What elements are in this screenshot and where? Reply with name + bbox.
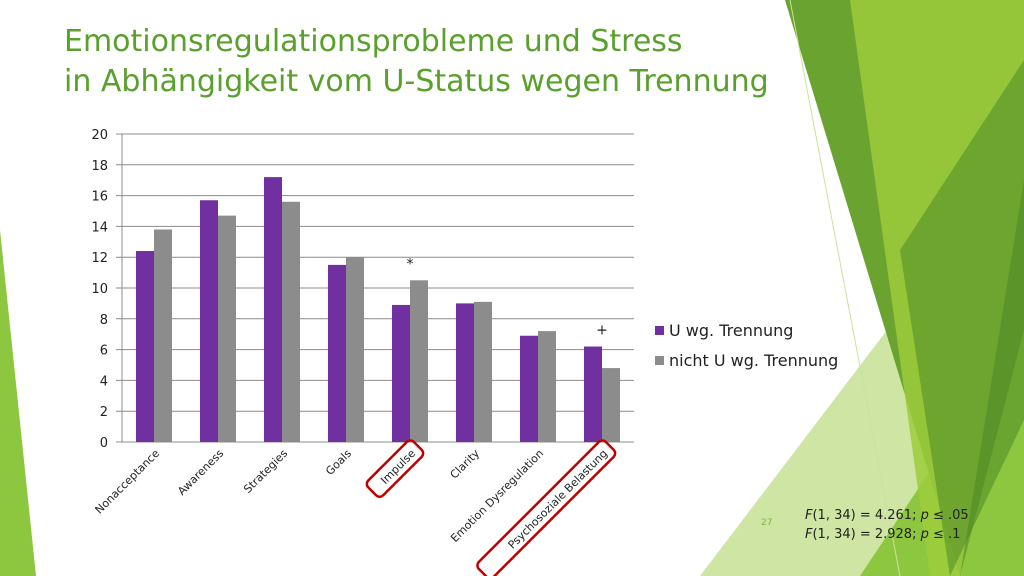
bars bbox=[136, 177, 620, 442]
legend-swatch bbox=[655, 326, 664, 335]
y-tick-label: 8 bbox=[100, 313, 108, 328]
gridlines bbox=[116, 133, 634, 443]
bar-u-7 bbox=[584, 346, 602, 442]
bar-nicht-u-3 bbox=[346, 257, 364, 442]
x-tick-label: Awareness bbox=[175, 447, 226, 498]
x-tick-group: Psychosoziale Belastung bbox=[476, 439, 617, 576]
bar-nicht-u-4 bbox=[410, 280, 428, 442]
title-line-2: in Abhängigkeit vom U-Status wegen Trenn… bbox=[64, 64, 769, 99]
stat-text: (1, 34) = 2.928; bbox=[812, 527, 921, 542]
y-tick-label: 4 bbox=[100, 374, 108, 389]
bar-u-4 bbox=[392, 304, 410, 442]
x-axis-labels: Nonacceptance Awareness Strategies Goals Imp… bbox=[93, 439, 617, 576]
x-tick-group: Impulse bbox=[365, 439, 425, 499]
stat-f-symbol: F bbox=[805, 508, 813, 523]
legend: U wg. Trennung nicht U wg. Trennung bbox=[655, 321, 838, 370]
x-tick-label: Strategies bbox=[241, 447, 290, 496]
right-thin-line bbox=[789, 0, 901, 576]
highlight-box bbox=[365, 439, 425, 499]
y-tick-label: 12 bbox=[91, 251, 108, 266]
annotations: *+ bbox=[407, 256, 608, 338]
legend-label: nicht U wg. Trennung bbox=[669, 351, 838, 370]
legend-swatch bbox=[655, 356, 664, 365]
x-tick-group: Strategies bbox=[241, 447, 290, 496]
bar-nicht-u-2 bbox=[282, 201, 300, 442]
significance-marker: * bbox=[407, 256, 414, 272]
bar-nicht-u-1 bbox=[218, 215, 236, 442]
y-tick-label: 18 bbox=[91, 159, 108, 174]
right-dark-green-facet bbox=[900, 60, 1024, 576]
left-green-triangle bbox=[0, 230, 36, 576]
x-tick-label: Nonacceptance bbox=[93, 447, 163, 517]
legend-label: U wg. Trennung bbox=[669, 321, 793, 340]
bar-nicht-u-7 bbox=[602, 368, 620, 442]
highlight-box bbox=[476, 439, 617, 576]
bar-u-1 bbox=[200, 200, 218, 442]
x-tick-group: Awareness bbox=[175, 447, 226, 498]
x-tick-group: Clarity bbox=[448, 447, 483, 482]
bar-u-6 bbox=[520, 335, 538, 442]
bar-u-2 bbox=[264, 177, 282, 442]
title-line-1: Emotionsregulationsprobleme und Stress bbox=[64, 24, 683, 59]
y-tick-label: 20 bbox=[91, 128, 108, 143]
bar-u-0 bbox=[136, 251, 154, 442]
bar-nicht-u-6 bbox=[538, 331, 556, 442]
y-tick-label: 0 bbox=[100, 436, 108, 451]
y-tick-label: 6 bbox=[100, 344, 108, 359]
y-tick-label: 10 bbox=[91, 282, 108, 297]
stat-text: (1, 34) = 4.261; bbox=[812, 508, 921, 523]
bar-u-3 bbox=[328, 264, 346, 442]
y-tick-label: 14 bbox=[91, 220, 108, 235]
slide-number: 27 bbox=[761, 518, 773, 528]
stat-p-symbol: p bbox=[920, 508, 929, 523]
statistics-block: F(1, 34) = 4.261; p ≤ .05 F(1, 34) = 2.9… bbox=[805, 506, 969, 544]
stat-threshold: ≤ .05 bbox=[928, 508, 969, 523]
x-tick-group: Goals bbox=[323, 447, 354, 478]
slide-title: Emotionsregulationsprobleme und Stress i… bbox=[64, 22, 769, 102]
bar-u-5 bbox=[456, 303, 474, 442]
stat-threshold: ≤ .1 bbox=[928, 527, 961, 542]
stat-p-symbol: p bbox=[920, 527, 929, 542]
x-tick-group: Nonacceptance bbox=[93, 447, 163, 517]
x-tick-label: Clarity bbox=[448, 447, 483, 482]
bar-nicht-u-5 bbox=[474, 301, 492, 442]
stat-f-symbol: F bbox=[805, 527, 813, 542]
significance-marker: + bbox=[596, 323, 608, 339]
y-tick-label: 16 bbox=[91, 190, 108, 205]
x-tick-label: Goals bbox=[323, 447, 354, 478]
bar-nicht-u-0 bbox=[154, 229, 172, 442]
stat-line-1: F(1, 34) = 4.261; p ≤ .05 bbox=[805, 506, 969, 525]
stat-line-2: F(1, 34) = 2.928; p ≤ .1 bbox=[805, 525, 969, 544]
y-axis-ticks: 0 2 4 6 8 10 12 14 16 18 20 bbox=[91, 128, 108, 451]
y-tick-label: 2 bbox=[100, 405, 108, 420]
